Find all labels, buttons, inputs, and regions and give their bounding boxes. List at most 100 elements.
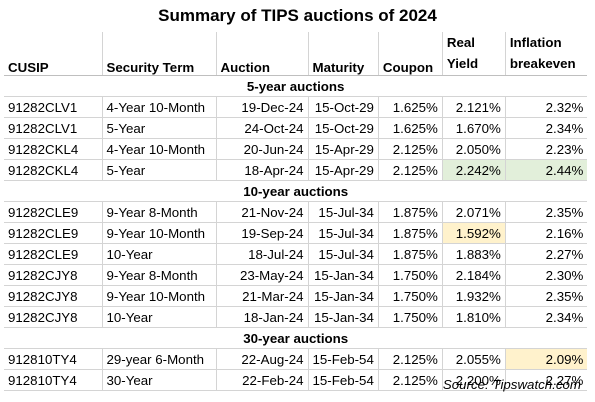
real-yield-cell: 2.200% — [441, 369, 506, 391]
section-5-year: 5-year auctions — [4, 75, 588, 97]
cusip-cell: 912810TY4 — [4, 348, 102, 370]
maturity-cell: 15-Jul-34 — [307, 222, 379, 244]
maturity-cell: 15-Jan-34 — [307, 306, 379, 328]
coupon-cell: 1.875% — [377, 201, 443, 223]
maturity-cell: 15-Jul-34 — [307, 243, 379, 265]
cusip-cell: 91282CLV1 — [4, 117, 102, 139]
source-note: Source: Tipswatch.com — [442, 377, 581, 392]
breakeven-cell-highlighted: 2.09% — [504, 348, 588, 370]
coupon-cell: 1.625% — [377, 117, 443, 139]
auction-cell: 22-Feb-24 — [215, 369, 308, 391]
auction-cell: 18-Jul-24 — [215, 243, 308, 265]
maturity-cell: 15-Jan-34 — [307, 285, 379, 307]
coupon-cell: 1.750% — [377, 306, 443, 328]
cusip-cell: 91282CLV1 — [4, 96, 102, 118]
auction-cell: 19-Dec-24 — [215, 96, 308, 118]
header-breakeven-line1: Inflation — [509, 35, 562, 50]
cusip-cell: 91282CKL4 — [4, 138, 102, 160]
table-row: 91282CLV1 5-Year 24-Oct-24 15-Oct-29 1.6… — [4, 117, 588, 139]
real-yield-cell: 1.670% — [441, 117, 506, 139]
table-row: 912810TY4 30-Year 22-Feb-24 15-Feb-54 2.… — [4, 369, 588, 391]
maturity-cell: 15-Apr-29 — [307, 138, 379, 160]
cusip-cell: 91282CJY8 — [4, 285, 102, 307]
term-cell: 9-Year 10-Month — [101, 222, 216, 244]
cusip-cell: 912810TY4 — [4, 369, 102, 391]
auction-cell: 18-Apr-24 — [215, 159, 308, 181]
maturity-cell: 15-Oct-29 — [307, 96, 379, 118]
breakeven-cell: 2.27% — [504, 369, 588, 391]
term-cell: 10-Year — [101, 243, 216, 265]
breakeven-cell: 2.30% — [504, 264, 588, 286]
maturity-cell: 15-Jul-34 — [307, 201, 379, 223]
breakeven-cell: 2.34% — [504, 117, 588, 139]
real-yield-cell: 1.883% — [441, 243, 506, 265]
maturity-cell: 15-Apr-29 — [307, 159, 379, 181]
coupon-cell: 2.125% — [377, 138, 443, 160]
tips-auction-table: CUSIP Security Term Auction Maturity Cou… — [4, 32, 588, 391]
coupon-cell: 1.875% — [377, 222, 443, 244]
real-yield-cell: 2.050% — [441, 138, 506, 160]
maturity-cell: 15-Oct-29 — [307, 117, 379, 139]
table-row: 91282CLE9 9-Year 10-Month 19-Sep-24 15-J… — [4, 222, 588, 244]
coupon-cell: 1.625% — [377, 96, 443, 118]
table-row: 91282CJY8 10-Year 18-Jan-24 15-Jan-34 1.… — [4, 306, 588, 328]
header-breakeven-line2: breakeven — [509, 56, 576, 71]
real-yield-cell: 1.932% — [441, 285, 506, 307]
table-row: 91282CJY8 9-Year 8-Month 23-May-24 15-Ja… — [4, 264, 588, 286]
header-real-yield: Real Yield — [441, 32, 506, 76]
auction-cell: 20-Jun-24 — [215, 138, 308, 160]
auction-cell: 21-Mar-24 — [215, 285, 308, 307]
auction-cell: 23-May-24 — [215, 264, 308, 286]
header-row: CUSIP Security Term Auction Maturity Cou… — [4, 32, 588, 76]
maturity-cell: 15-Jan-34 — [307, 264, 379, 286]
coupon-cell: 2.125% — [377, 369, 443, 391]
table-row: 91282CLV1 4-Year 10-Month 19-Dec-24 15-O… — [4, 96, 588, 118]
term-cell: 4-Year 10-Month — [101, 138, 216, 160]
cusip-cell: 91282CKL4 — [4, 159, 102, 181]
breakeven-cell: 2.27% — [504, 243, 588, 265]
coupon-cell: 2.125% — [377, 159, 443, 181]
term-cell: 29-year 6-Month — [101, 348, 216, 370]
auction-cell: 21-Nov-24 — [215, 201, 308, 223]
cusip-cell: 91282CJY8 — [4, 306, 102, 328]
header-auction: Auction — [215, 32, 308, 76]
term-cell: 4-Year 10-Month — [101, 96, 216, 118]
auction-cell: 24-Oct-24 — [215, 117, 308, 139]
header-security-term: Security Term — [101, 32, 216, 76]
real-yield-cell-highlighted: 1.592% — [441, 222, 506, 244]
section-row: 5-year auctions — [4, 75, 588, 97]
header-cusip: CUSIP — [4, 32, 102, 76]
breakeven-cell: 2.35% — [504, 201, 588, 223]
table-row: 91282CKL4 4-Year 10-Month 20-Jun-24 15-A… — [4, 138, 588, 160]
term-cell: 30-Year — [101, 369, 216, 391]
term-cell: 9-Year 8-Month — [101, 201, 216, 223]
header-coupon: Coupon — [377, 32, 443, 76]
real-yield-cell: 1.810% — [441, 306, 506, 328]
table-row: 91282CKL4 5-Year 18-Apr-24 15-Apr-29 2.1… — [4, 159, 588, 181]
real-yield-cell: 2.071% — [441, 201, 506, 223]
term-cell: 10-Year — [101, 306, 216, 328]
header-inflation-breakeven: Inflation breakeven — [504, 32, 588, 76]
term-cell: 5-Year — [101, 117, 216, 139]
auction-cell: 22-Aug-24 — [215, 348, 308, 370]
coupon-cell: 2.125% — [377, 348, 443, 370]
term-cell: 5-Year — [101, 159, 216, 181]
table-row: 912810TY4 29-year 6-Month 22-Aug-24 15-F… — [4, 348, 588, 370]
section-row: 30-year auctions — [4, 327, 588, 349]
cusip-cell: 91282CLE9 — [4, 201, 102, 223]
coupon-cell: 1.875% — [377, 243, 443, 265]
table-row: 91282CLE9 10-Year 18-Jul-24 15-Jul-34 1.… — [4, 243, 588, 265]
coupon-cell: 1.750% — [377, 285, 443, 307]
maturity-cell: 15-Feb-54 — [307, 369, 379, 391]
real-yield-cell-highlighted: 2.242% — [441, 159, 506, 181]
section-10-year: 10-year auctions — [4, 180, 588, 202]
auction-cell: 19-Sep-24 — [215, 222, 308, 244]
real-yield-cell: 2.055% — [441, 348, 506, 370]
coupon-cell: 1.750% — [377, 264, 443, 286]
header-real-yield-line1: Real — [446, 35, 475, 50]
cusip-cell: 91282CLE9 — [4, 243, 102, 265]
breakeven-cell-highlighted: 2.44% — [504, 159, 588, 181]
breakeven-cell: 2.23% — [504, 138, 588, 160]
term-cell: 9-Year 8-Month — [101, 264, 216, 286]
